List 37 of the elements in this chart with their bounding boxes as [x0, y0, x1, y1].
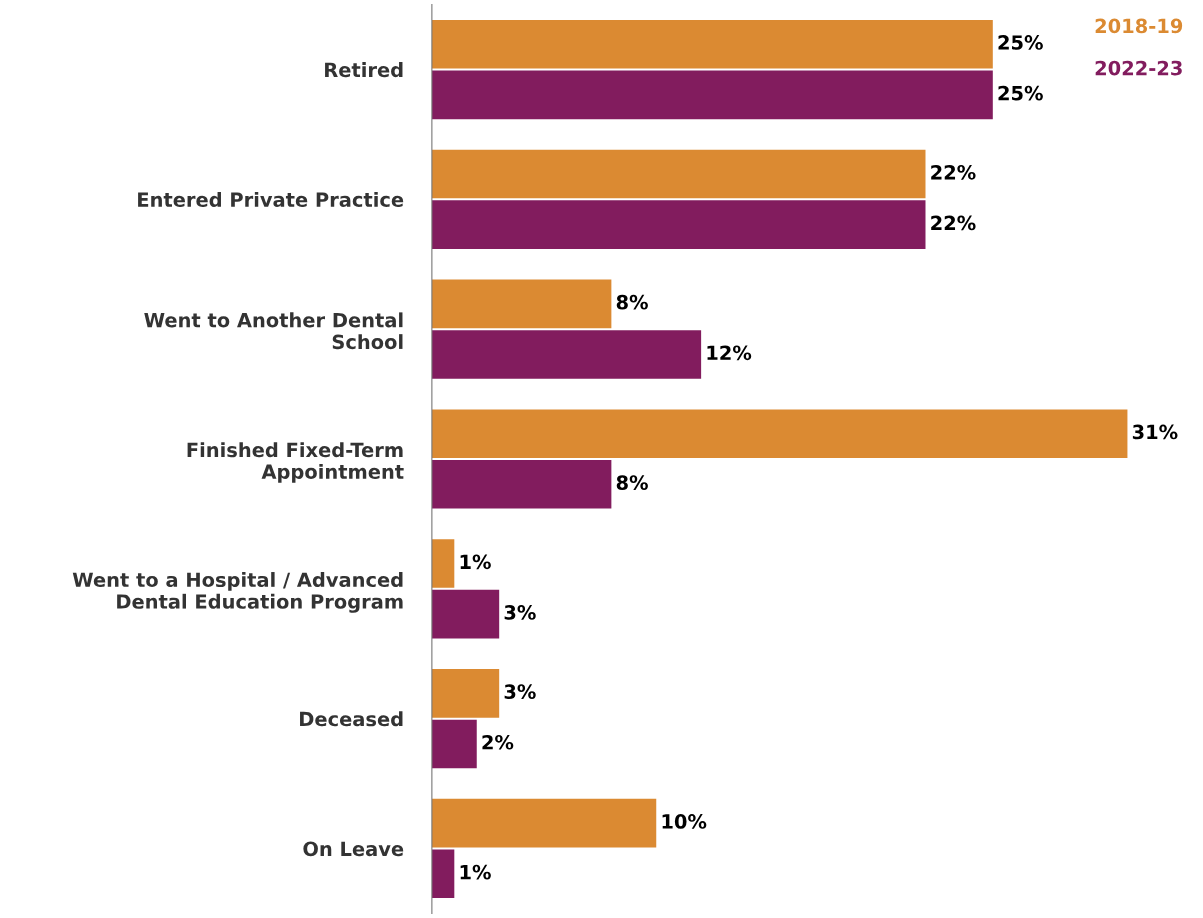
data-label: 25% [998, 35, 1043, 50]
bar [431, 849, 455, 899]
bar [431, 19, 993, 69]
bar [431, 330, 702, 379]
bar [431, 589, 500, 639]
data-label: 31% [1132, 424, 1178, 440]
y-tick-label: Finished Fixed-Term Appointment [187, 442, 404, 483]
bar [431, 798, 657, 848]
data-label: 25% [998, 85, 1043, 101]
data-label: 12% [707, 345, 752, 361]
bar [431, 460, 612, 509]
data-label: 22% [931, 215, 976, 231]
y-tick-label: Retired [325, 62, 403, 78]
bar [431, 539, 455, 588]
data-label: 1% [460, 554, 491, 570]
data-label: 3% [504, 684, 536, 699]
y-tick-label: Deceased [300, 711, 403, 727]
data-label: 1% [460, 864, 491, 880]
text: 2018-19 [1095, 18, 1183, 34]
data-label: 22% [931, 164, 976, 180]
bar [431, 409, 1128, 458]
text: 2022-23 [1095, 60, 1182, 76]
bar [431, 149, 926, 199]
y-tick-label: Went to a Hospital / Advanced Dental Education Program [72, 572, 403, 613]
data-label: 8% [616, 294, 648, 310]
bar [431, 200, 926, 249]
y-tick-label: On Leave [303, 841, 404, 857]
bar [431, 719, 477, 769]
bar [431, 70, 993, 120]
data-label: 8% [616, 475, 648, 490]
data-label: 2% [482, 734, 514, 750]
bar [431, 279, 612, 329]
y-tick-label: Entered Private Practice [138, 191, 404, 207]
bar [431, 669, 500, 718]
y-tick-label: Went to Another Dental School [144, 312, 403, 350]
data-label: 10% [662, 814, 707, 829]
data-label: 3% [504, 605, 536, 620]
